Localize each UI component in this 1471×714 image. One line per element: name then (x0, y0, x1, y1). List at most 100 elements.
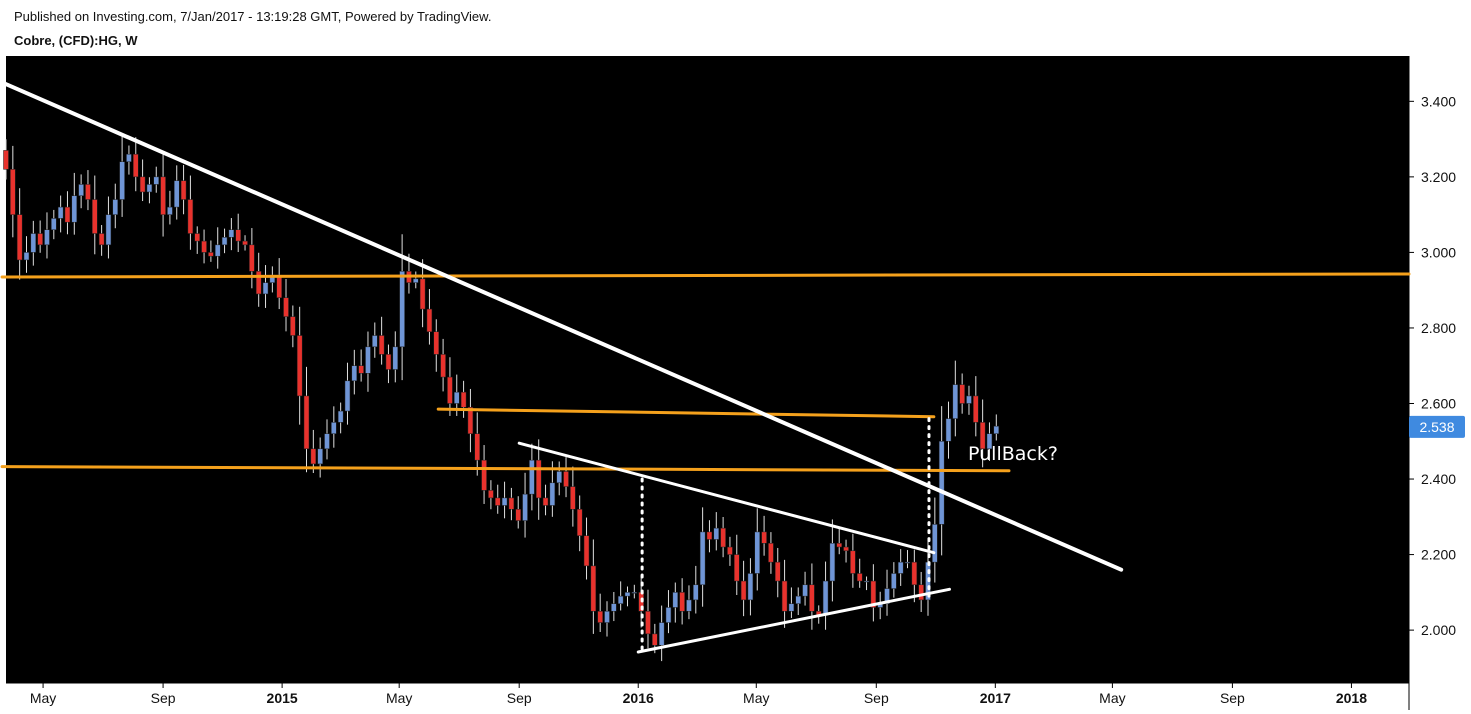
y-tick-label: 2.600 (1421, 395, 1456, 411)
candle-down (918, 584, 924, 601)
candle-up (344, 380, 351, 412)
candle-up (754, 531, 761, 574)
y-tick-label: 2.400 (1421, 471, 1456, 487)
candle-down (481, 459, 487, 491)
x-axis-area (6, 683, 1409, 710)
candle-down (208, 252, 214, 257)
candle-down (242, 240, 248, 246)
candle-up (228, 229, 235, 238)
candle-down (679, 592, 685, 612)
candle-down (488, 490, 494, 499)
candle-up (822, 580, 829, 616)
candle-up (795, 595, 801, 604)
candle-up (686, 599, 692, 612)
pullback-annotation: PullBack? (968, 443, 1058, 465)
candle-down (515, 509, 521, 521)
y-axis: 2.000 2.200 2.400 2.600 2.800 3.000 3.200 3.400 (1409, 93, 1456, 638)
candle-up (23, 252, 30, 261)
candle-down (303, 395, 310, 450)
candle-up (932, 524, 938, 563)
candle-up (945, 418, 952, 442)
candle-down (959, 384, 965, 404)
candle-down (645, 610, 651, 635)
candle-down (508, 497, 515, 510)
candle-down (255, 271, 262, 295)
candle-up (604, 610, 610, 623)
candle-up (119, 161, 125, 200)
candle-up (631, 592, 638, 594)
candle-down (378, 335, 385, 355)
candle-down (37, 233, 43, 246)
candle-up (897, 561, 904, 574)
candle-down (180, 180, 187, 200)
candle-up (221, 237, 228, 246)
candle-up (788, 603, 795, 612)
chart-symbol-title: Cobre, (CFD):HG, W (14, 33, 138, 48)
candle-down (850, 550, 856, 574)
candle-down (440, 354, 446, 378)
candle-up (413, 278, 419, 283)
candle-down (809, 584, 815, 612)
candle-down (16, 214, 23, 261)
resistance-line-middle (436, 407, 936, 419)
candle-down (576, 509, 583, 536)
candle-up (317, 448, 323, 465)
candle-up (351, 365, 358, 382)
candle-down (160, 176, 166, 215)
candle-down (235, 229, 241, 242)
candle-down (597, 610, 603, 623)
candle-up (78, 184, 84, 197)
candle-down (249, 244, 255, 272)
candle-down (467, 407, 474, 434)
candle-down (979, 422, 986, 450)
x-axis: May Sep 2015 May Sep 2016 May Sep 2017 May Sep 2018 (30, 683, 1367, 706)
x-tick-label: May (30, 690, 56, 706)
candle-down (92, 199, 98, 234)
candle-down (64, 206, 71, 223)
candle-up (167, 206, 173, 215)
candle-up (884, 588, 890, 604)
candle-down (433, 331, 440, 355)
candle-down (740, 580, 747, 601)
x-tick-label: Sep (864, 690, 889, 706)
candle-up (146, 184, 153, 193)
candle-down (843, 546, 849, 552)
candle-up (153, 176, 160, 185)
candle-up (214, 244, 221, 257)
candle-up (372, 335, 378, 348)
candle-down (720, 527, 726, 548)
triangle-upper-line (517, 441, 936, 555)
candle-up (529, 459, 535, 495)
y-tick-label: 3.200 (1421, 169, 1456, 185)
candle-down (973, 395, 979, 423)
x-tick-label: Sep (507, 690, 532, 706)
candle-up (112, 199, 119, 215)
candle-up (863, 580, 870, 583)
candle-down (98, 233, 105, 246)
candle-up (549, 482, 556, 506)
candle-up (51, 218, 57, 230)
candle-down (290, 316, 296, 336)
candle-up (938, 441, 945, 525)
candle-down (761, 531, 767, 544)
candle-down (774, 561, 781, 582)
candle-down (296, 335, 303, 397)
candle-down (447, 376, 453, 404)
trend-drawings (0, 80, 1411, 654)
y-tick-label: 2.800 (1421, 320, 1456, 336)
candle-up (993, 425, 1000, 434)
candle-up (262, 282, 269, 295)
candle-down (494, 497, 501, 506)
candle-down (570, 486, 576, 510)
candle-up (105, 214, 112, 246)
candle-down (768, 542, 774, 563)
candle-down (734, 554, 740, 582)
y-tick-label: 2.000 (1421, 622, 1456, 638)
candle-down (385, 354, 392, 370)
long-downtrend-line (0, 80, 1124, 572)
candle-up (665, 607, 672, 623)
last-price-badge-bg (1409, 415, 1465, 438)
candle-up (337, 410, 344, 423)
candle-down (563, 471, 569, 487)
